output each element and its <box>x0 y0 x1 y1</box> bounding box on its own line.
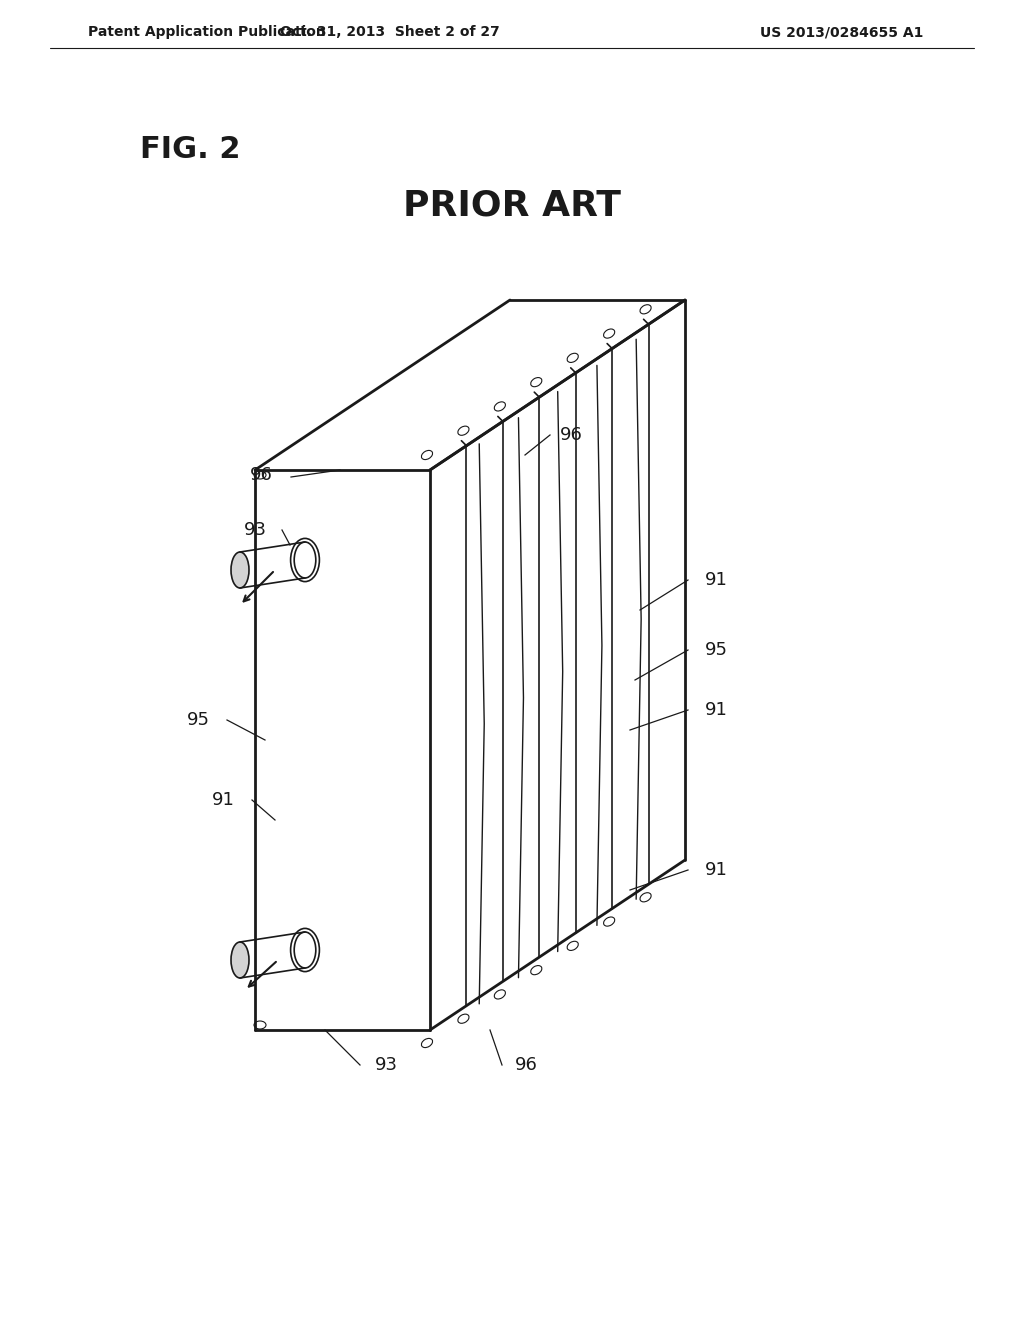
Text: Patent Application Publication: Patent Application Publication <box>88 25 326 40</box>
Text: PRIOR ART: PRIOR ART <box>403 187 621 222</box>
Text: 91: 91 <box>705 572 728 589</box>
Text: 96: 96 <box>250 466 273 484</box>
Text: 93: 93 <box>244 521 267 539</box>
Text: 91: 91 <box>705 861 728 879</box>
Text: US 2013/0284655 A1: US 2013/0284655 A1 <box>760 25 924 40</box>
Ellipse shape <box>294 543 315 578</box>
Text: 95: 95 <box>705 642 728 659</box>
Text: 91: 91 <box>212 791 234 809</box>
Text: 91: 91 <box>705 701 728 719</box>
Ellipse shape <box>231 942 249 978</box>
Text: 96: 96 <box>560 426 583 444</box>
Text: 96: 96 <box>515 1056 538 1074</box>
Text: 95: 95 <box>187 711 210 729</box>
Text: Oct. 31, 2013  Sheet 2 of 27: Oct. 31, 2013 Sheet 2 of 27 <box>281 25 500 40</box>
Ellipse shape <box>294 932 315 968</box>
Ellipse shape <box>231 552 249 587</box>
Text: FIG. 2: FIG. 2 <box>140 136 241 165</box>
Text: 93: 93 <box>375 1056 398 1074</box>
